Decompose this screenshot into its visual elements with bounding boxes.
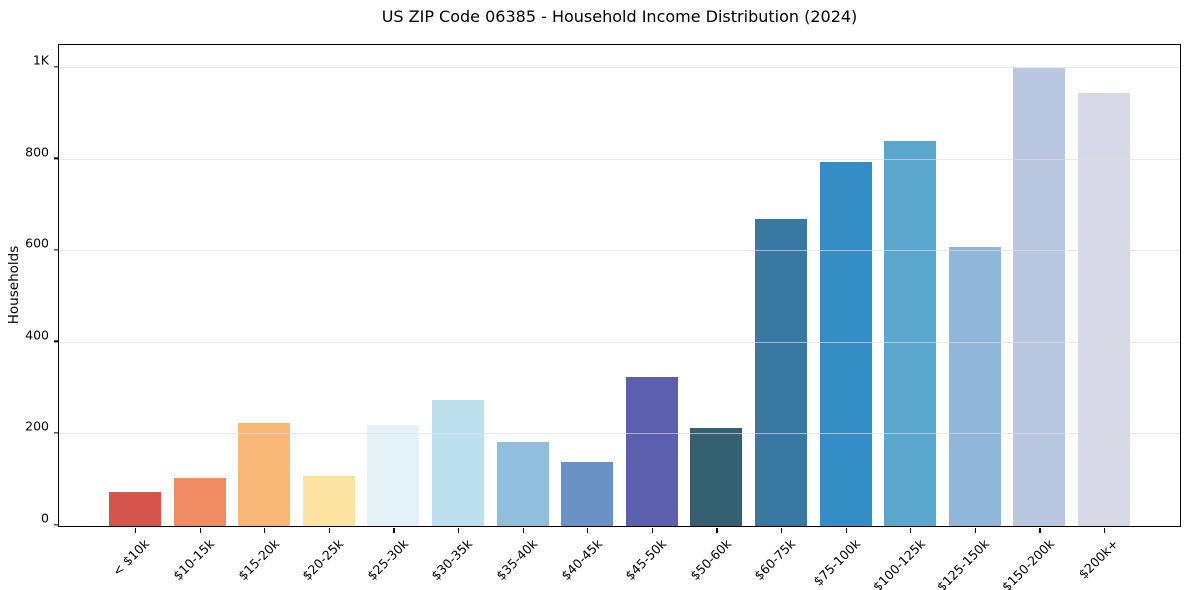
bar-$60-75k bbox=[754, 219, 807, 526]
x-tick-mark bbox=[651, 527, 654, 533]
y-tick-label: 0 bbox=[41, 510, 49, 526]
bar-$20-25k bbox=[302, 475, 355, 526]
bar-slot: < $10k bbox=[109, 45, 161, 579]
x-tick-label: $15-20k bbox=[234, 536, 282, 584]
x-tick-mark bbox=[845, 527, 847, 533]
x-tick-label: $40-45k bbox=[557, 536, 605, 584]
x-tick-label: $25-30k bbox=[363, 536, 411, 584]
bar-slot: $25-30k bbox=[364, 45, 420, 583]
x-tick-label: $35-40k bbox=[493, 536, 541, 584]
x-tick-mark bbox=[457, 527, 460, 533]
x-tick-mark bbox=[135, 527, 137, 533]
bar-slot: $45-50k bbox=[622, 45, 678, 583]
bar-$30-35k bbox=[431, 400, 484, 526]
bar-slot: $40-45k bbox=[558, 45, 614, 583]
bar-$25-30k bbox=[367, 425, 420, 526]
x-tick-label: $75-100k bbox=[810, 536, 864, 589]
bar-$200k+ bbox=[1077, 93, 1130, 526]
bar-slot: $35-40k bbox=[493, 45, 549, 583]
bar-slot: $50-60k bbox=[687, 45, 743, 583]
bar-$50-60k bbox=[690, 427, 743, 526]
bar-slot: $150-200k bbox=[999, 45, 1066, 590]
bar-$10-15k bbox=[173, 477, 226, 526]
x-tick-label: $30-35k bbox=[428, 536, 476, 584]
bar-slot: $15-20k bbox=[235, 45, 291, 583]
x-tick-mark bbox=[264, 527, 266, 533]
x-tick-label: $60-75k bbox=[751, 536, 799, 584]
x-tick-mark bbox=[522, 527, 524, 533]
x-tick-mark bbox=[199, 527, 201, 533]
x-tick-mark bbox=[328, 527, 331, 533]
x-tick-label: $125-150k bbox=[934, 536, 993, 590]
bar-< $10k bbox=[109, 491, 161, 526]
y-axis-label: Households bbox=[6, 245, 22, 325]
bar-$40-45k bbox=[561, 461, 614, 526]
bars-container: < $10k $10-15k $15-20k $20-25k $25-30k $30-35… bbox=[59, 45, 1180, 590]
chart-title: US ZIP Code 06385 - Household Income Dis… bbox=[381, 7, 858, 26]
bar-slot: $20-25k bbox=[299, 45, 355, 583]
y-tick-mark bbox=[54, 432, 59, 434]
y-tick-mark bbox=[54, 65, 59, 68]
y-tick-mark bbox=[54, 249, 59, 251]
y-tick-mark bbox=[54, 157, 59, 159]
x-tick-label: $20-25k bbox=[299, 536, 347, 584]
x-tick-label: $50-60k bbox=[686, 536, 734, 584]
x-tick-label: $100-125k bbox=[869, 536, 928, 590]
y-tick-label: 600 bbox=[25, 235, 49, 251]
y-tick-label: 400 bbox=[25, 327, 49, 343]
x-tick-mark bbox=[910, 527, 912, 533]
x-tick-mark bbox=[780, 527, 783, 533]
y-tick-mark bbox=[54, 524, 59, 526]
y-tick-label: 1K bbox=[32, 52, 49, 68]
bar-slot: $125-150k bbox=[934, 45, 1001, 590]
y-tick-label: 200 bbox=[25, 418, 49, 434]
bar-$150-200k bbox=[1013, 67, 1066, 526]
x-tick-mark bbox=[587, 527, 589, 533]
x-tick-mark bbox=[1039, 527, 1041, 533]
x-tick-label: $10-15k bbox=[170, 536, 218, 584]
bar-slot: $10-15k bbox=[170, 45, 226, 583]
bar-slot: $30-35k bbox=[429, 45, 484, 583]
bar-slot: $75-100k bbox=[810, 45, 872, 589]
bar-$125-150k bbox=[948, 246, 1001, 526]
x-tick-label: $45-50k bbox=[622, 536, 670, 584]
bar-$15-20k bbox=[238, 422, 291, 526]
x-tick-label: $150-200k bbox=[998, 536, 1057, 590]
plot-area: 0 200 400 600 800 1K < $10k $10-15k $15-20k $20-… bbox=[25, 44, 1181, 590]
bar-$75-100k bbox=[819, 161, 872, 526]
x-tick-mark bbox=[974, 527, 977, 533]
y-tick-label: 800 bbox=[25, 144, 49, 160]
bar-slot: $60-75k bbox=[752, 45, 807, 583]
x-tick-mark bbox=[1103, 527, 1106, 533]
x-tick-mark bbox=[716, 527, 718, 533]
x-tick-label: $200k+ bbox=[1075, 536, 1122, 582]
bar-slot: $200k+ bbox=[1076, 45, 1130, 582]
bar-$100-125k bbox=[884, 141, 937, 526]
bar-slot: $100-125k bbox=[869, 45, 937, 590]
x-tick-label: < $10k bbox=[109, 536, 153, 579]
x-tick-mark bbox=[393, 527, 395, 533]
bar-$35-40k bbox=[496, 442, 549, 526]
y-tick-mark bbox=[54, 340, 59, 343]
bar-$45-50k bbox=[625, 377, 678, 526]
